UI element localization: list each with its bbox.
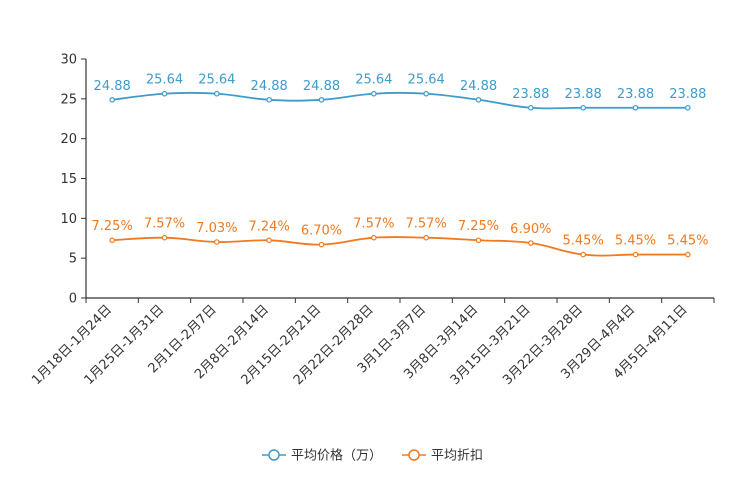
data-point xyxy=(161,234,168,241)
data-point xyxy=(632,251,639,258)
data-label: 5.45% xyxy=(563,234,604,249)
data-point xyxy=(528,104,534,111)
y-tick-labels: 0 5 10 15 20 25 30 xyxy=(60,53,77,307)
data-point xyxy=(266,96,272,103)
data-label: 5.45% xyxy=(615,234,656,249)
data-point xyxy=(318,241,325,248)
axes xyxy=(81,58,715,303)
y-tick-label: 25 xyxy=(60,92,77,107)
data-label: 24.88 xyxy=(251,79,288,94)
data-label: 23.88 xyxy=(669,87,706,102)
data-label: 7.25% xyxy=(92,219,133,234)
series-0: 24.88 25.64 25.64 24.88 24.88 25.64 25.64 24.88… xyxy=(94,73,706,111)
y-tick-label: 30 xyxy=(60,53,77,68)
data-label: 7.57% xyxy=(406,217,447,232)
data-point xyxy=(685,251,691,258)
data-point xyxy=(423,234,429,241)
data-point xyxy=(371,90,377,97)
y-tick-label: 10 xyxy=(60,212,77,227)
data-point xyxy=(109,96,115,103)
data-label: 6.90% xyxy=(510,222,551,237)
data-point xyxy=(214,90,220,97)
data-label: 7.57% xyxy=(144,217,185,232)
data-point xyxy=(475,96,482,103)
series-line xyxy=(112,91,688,110)
legend-label: 平均价格（万） xyxy=(291,448,382,464)
legend-item-0[interactable]: 平均价格（万） xyxy=(262,448,382,464)
data-label: 25.64 xyxy=(198,73,235,88)
data-point xyxy=(685,104,691,111)
data-label: 23.88 xyxy=(617,87,654,102)
data-point xyxy=(528,240,534,246)
data-label: 25.64 xyxy=(146,73,183,88)
legend[interactable]: 平均价格（万） 平均折扣 xyxy=(262,448,483,464)
data-point xyxy=(475,237,482,244)
data-label: 23.88 xyxy=(565,87,602,102)
legend-item-1[interactable]: 平均折扣 xyxy=(402,449,483,464)
data-label: 7.03% xyxy=(196,221,237,236)
data-point xyxy=(580,104,586,111)
data-point xyxy=(580,251,586,258)
data-label: 25.64 xyxy=(355,73,392,88)
data-label: 7.24% xyxy=(249,219,290,234)
x-tick-labels: 1月18日-1月24日1月25日-1月31日2月1日-2月7日2月8日-2月14… xyxy=(29,302,690,388)
data-label: 24.88 xyxy=(460,79,497,94)
series-layer: 24.88 25.64 25.64 24.88 24.88 25.64 25.64 24.88… xyxy=(92,73,708,258)
data-label: 24.88 xyxy=(303,79,340,94)
data-label: 25.64 xyxy=(408,73,445,88)
data-point xyxy=(423,90,429,97)
y-tick-label: 20 xyxy=(60,132,77,147)
y-tick-label: 0 xyxy=(69,292,77,307)
legend-label: 平均折扣 xyxy=(431,449,483,464)
data-label: 24.88 xyxy=(94,79,131,94)
data-point xyxy=(632,104,639,111)
series-line xyxy=(112,236,688,257)
data-point xyxy=(214,239,220,245)
data-point xyxy=(318,96,325,103)
data-label: 7.25% xyxy=(458,219,499,234)
data-label: 23.88 xyxy=(512,87,549,102)
y-tick-label: 15 xyxy=(60,172,77,187)
series-1: 7.25% 7.57% 7.03% 7.24% 6.70% 7.57% 7.57% 7.25%… xyxy=(92,217,708,258)
data-point xyxy=(371,234,377,241)
data-point xyxy=(109,237,115,244)
data-label: 5.45% xyxy=(667,234,708,249)
legend-marker-icon xyxy=(408,449,420,461)
data-label: 7.57% xyxy=(353,217,394,232)
y-tick-label: 5 xyxy=(69,252,77,267)
data-point xyxy=(161,90,168,97)
legend-marker-icon xyxy=(268,449,280,461)
data-point xyxy=(266,237,272,244)
data-label: 6.70% xyxy=(301,224,342,239)
